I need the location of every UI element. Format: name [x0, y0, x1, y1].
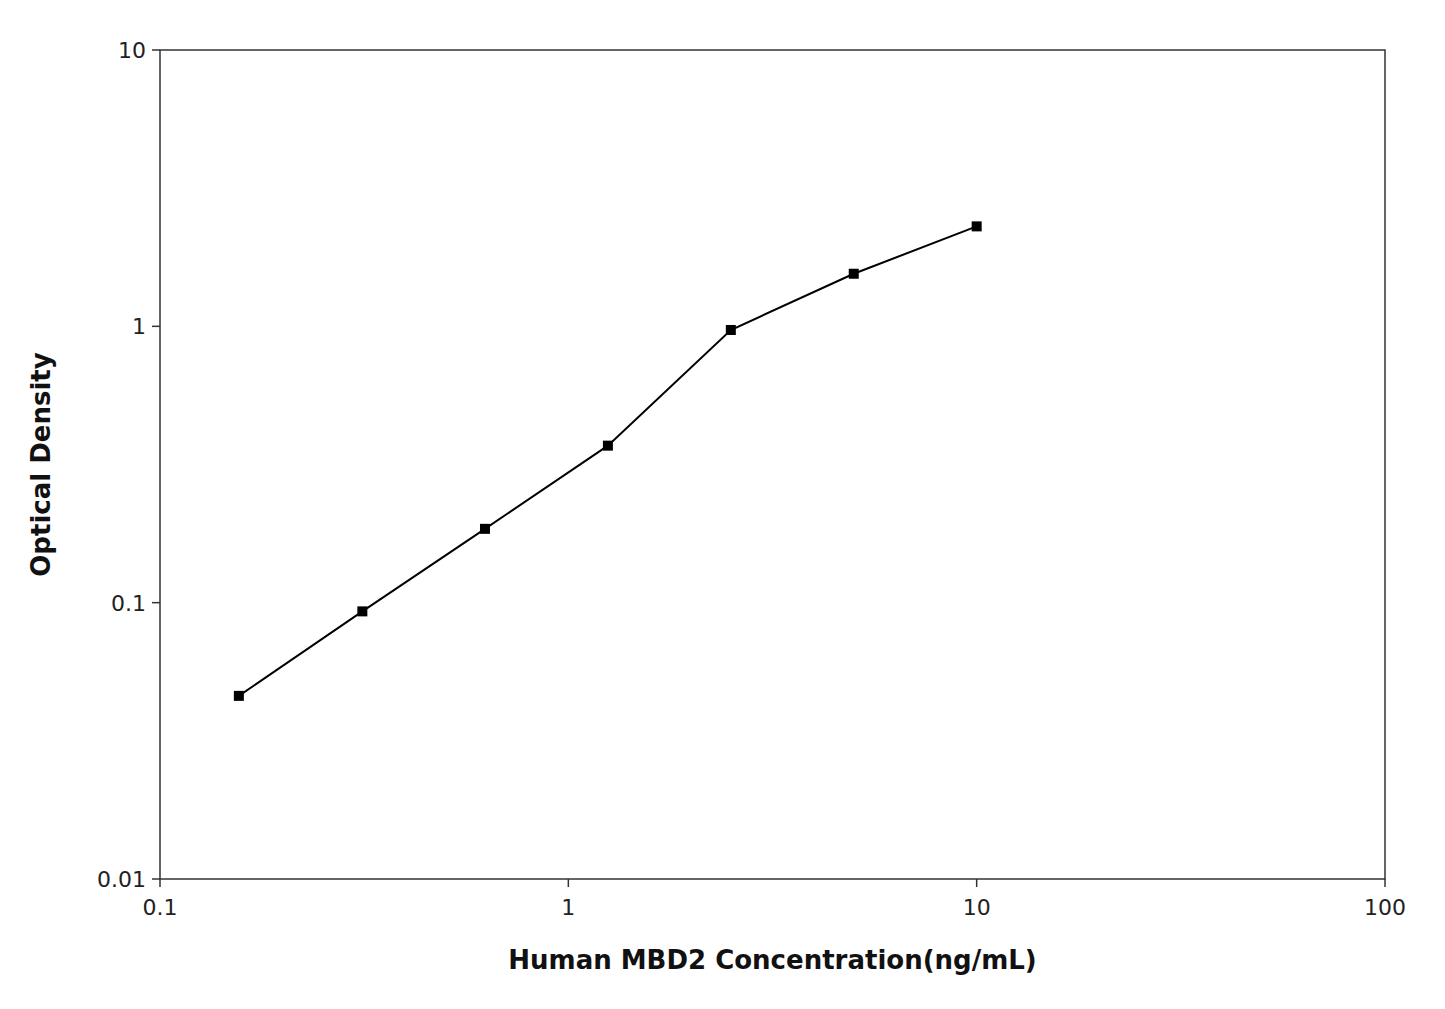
y-tick — [152, 326, 160, 328]
x-tick-label: 0.1 — [143, 895, 178, 920]
y-tick-label: 0.01 — [97, 867, 146, 892]
x-tick-label: 1 — [561, 895, 575, 920]
x-tick — [1384, 879, 1386, 887]
data-point — [726, 325, 736, 335]
y-tick — [152, 602, 160, 604]
x-tick — [976, 879, 978, 887]
y-tick-label: 10 — [118, 38, 146, 63]
data-line — [239, 226, 977, 695]
y-tick-label: 0.1 — [111, 591, 146, 616]
data-point — [357, 606, 367, 616]
data-point — [972, 221, 982, 231]
x-tick-label: 100 — [1364, 895, 1406, 920]
data-point — [603, 441, 613, 451]
data-point — [480, 524, 490, 534]
chart-container: 0.1 1 10 100 0.01 0.1 1 10 Human MBD2 Concentrat… — [0, 0, 1445, 1009]
data-point — [849, 269, 859, 279]
y-tick-label: 1 — [132, 314, 146, 339]
plot-frame — [160, 50, 1385, 879]
x-tick-label: 10 — [963, 895, 991, 920]
chart-svg: 0.1 1 10 100 0.01 0.1 1 10 Human MBD2 Concentrat… — [0, 0, 1445, 1009]
data-point — [234, 691, 244, 701]
data-layer — [234, 221, 982, 700]
x-tick — [568, 879, 570, 887]
x-tick — [159, 879, 161, 887]
y-tick — [152, 878, 160, 880]
y-tick — [152, 49, 160, 51]
axes: 0.1 1 10 100 0.01 0.1 1 10 — [97, 38, 1406, 920]
y-axis-label: Optical Density — [26, 352, 56, 577]
x-axis-label: Human MBD2 Concentration(ng/mL) — [508, 945, 1036, 975]
